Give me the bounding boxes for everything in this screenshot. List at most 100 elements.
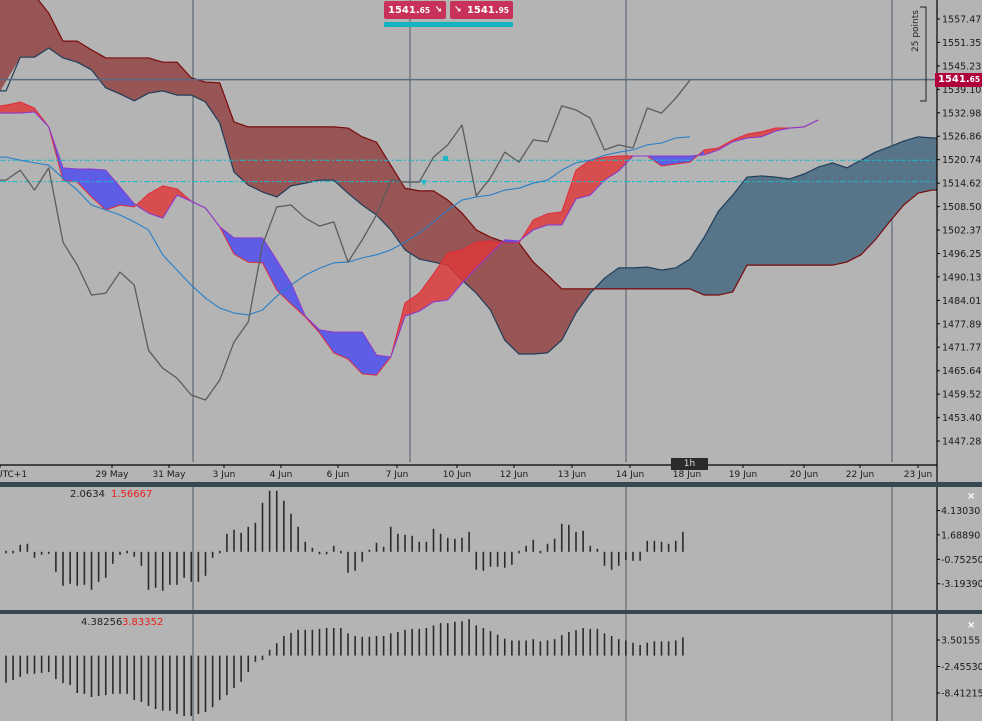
main-price-panel[interactable] xyxy=(0,0,947,462)
band-segment xyxy=(262,237,277,291)
kumo-cloud-segment xyxy=(305,126,320,184)
kumo-cloud-segment xyxy=(34,0,49,58)
kumo-cloud-segment xyxy=(917,136,933,194)
senkou-span-a-line xyxy=(0,47,937,355)
kumo-cloud-segment xyxy=(746,175,762,266)
kumo-cloud-segment xyxy=(504,241,520,355)
kumo-cloud-segment xyxy=(718,194,733,296)
kumo-cloud-segment xyxy=(618,267,634,290)
time-axis-label: 19 Jun xyxy=(729,470,757,480)
kumo-cloud-segment xyxy=(860,151,876,256)
kumo-cloud-segment xyxy=(319,126,334,181)
band-segment xyxy=(105,169,121,211)
sell-price-main: 1541. xyxy=(388,4,420,16)
panel-separator[interactable] xyxy=(0,610,982,614)
kumo-cloud-segment xyxy=(818,162,833,266)
current-price-sub: 65 xyxy=(969,75,981,84)
kumo-cloud-segment xyxy=(689,236,705,296)
price-axis-label: 1465.64 xyxy=(942,366,981,377)
indicator-axis-label: -2.45530 xyxy=(941,662,982,673)
kumo-cloud-segment xyxy=(362,136,377,216)
current-price-main: 1541. xyxy=(938,74,970,85)
kumo-cloud-segment xyxy=(48,13,64,59)
indicator-axis-label: 4.13030 xyxy=(941,506,980,517)
kumo-cloud-segment xyxy=(604,267,619,290)
price-axis-label: 1502.37 xyxy=(942,226,981,237)
band-segment xyxy=(148,185,163,219)
kumo-cloud-segment xyxy=(20,0,35,58)
price-axis-label: 1526.86 xyxy=(942,132,981,143)
band-segment xyxy=(447,249,463,301)
time-axis-label: 7 Jun xyxy=(386,470,409,480)
arrow-down-right-icon: ↘ xyxy=(454,5,462,15)
kumo-cloud-segment xyxy=(846,159,862,263)
indicator-axis-label: -0.75250 xyxy=(941,555,982,566)
kumo-cloud-segment xyxy=(832,162,847,266)
kumo-cloud-segment xyxy=(761,175,776,266)
kumo-cloud-segment xyxy=(732,176,748,293)
kumo-cloud-segment xyxy=(404,187,420,260)
buy-price-main: 1541. xyxy=(466,4,499,16)
level-marker-square[interactable] xyxy=(443,156,448,161)
close-icon[interactable]: × xyxy=(967,620,976,631)
time-axis-label: 29 May xyxy=(96,470,130,480)
band-segment xyxy=(590,156,605,196)
kumo-cloud-segment xyxy=(262,126,277,198)
kumo-cloud-segment xyxy=(775,176,790,266)
buy-price-sub: 95 xyxy=(498,5,509,15)
price-axis-label: 1490.13 xyxy=(942,272,981,283)
band-red-line xyxy=(0,101,819,376)
kumo-cloud-segment xyxy=(875,146,890,241)
range-ruler-label: 25 points xyxy=(911,10,921,52)
buy-button[interactable]: ↘ 1541.95 xyxy=(450,1,513,19)
price-axis-label: 1551.35 xyxy=(942,38,981,49)
indicator-axis-label: 1.68890 xyxy=(941,530,980,541)
price-axis-label: 1471.77 xyxy=(942,343,981,354)
band-purple-line xyxy=(0,111,819,358)
kumo-cloud-segment xyxy=(205,81,220,124)
indicator-panel-2[interactable]: 3.50155 -2.45530 -8.41215 xyxy=(5,614,982,721)
kumo-cloud-segment xyxy=(276,126,292,198)
kumo-cloud-segment xyxy=(932,137,937,191)
kumo-cloud-segment xyxy=(533,261,548,355)
price-axis-label: 1520.74 xyxy=(942,155,981,166)
sell-button[interactable]: 1541.65 ↘ xyxy=(384,1,446,19)
price-axis-label: 1477.89 xyxy=(942,319,981,330)
axes: 1557.47 1551.35 1545.23 1539.10 1532.98 1526.… xyxy=(0,0,982,614)
price-line xyxy=(0,79,691,401)
band-segment xyxy=(561,170,577,226)
close-icon[interactable]: × xyxy=(967,491,976,502)
moving-average-line xyxy=(0,136,691,316)
kumo-cloud-segment xyxy=(233,121,249,186)
panel-separator[interactable] xyxy=(0,482,982,487)
kumo-cloud-segment xyxy=(390,164,406,251)
kumo-cloud-segment xyxy=(661,267,676,290)
indicator-axis-label: -8.41215 xyxy=(941,689,982,700)
timeframe-tag[interactable]: 1h xyxy=(671,458,708,470)
kumo-cloud-segment xyxy=(148,57,163,94)
level-marker-triangle[interactable] xyxy=(421,180,427,186)
price-axis-label: 1447.28 xyxy=(942,437,981,448)
price-axis-label: 1532.98 xyxy=(942,108,981,119)
indicator1-value-main: 2.0634 xyxy=(70,489,105,500)
arrow-down-right-icon: ↘ xyxy=(434,5,442,15)
time-axis-label: 20 Jun xyxy=(790,470,818,480)
band-segment xyxy=(134,193,149,214)
time-axis-label: 14 Jun xyxy=(616,470,644,480)
price-axis-label: 1539.10 xyxy=(942,85,981,96)
time-axis-label: 23 Jun xyxy=(904,470,932,480)
band-segment xyxy=(333,331,349,360)
kumo-cloud-segment xyxy=(91,49,106,89)
indicator-panel-1[interactable]: 4.13030 1.68890 -0.75250 -3.19390 xyxy=(5,487,982,610)
indicator2-value-main: 4.38256 xyxy=(81,617,122,628)
kumo-cloud-segment xyxy=(162,61,178,96)
time-axis-label: 13 Jun xyxy=(558,470,586,480)
time-axis-label: 10 Jun xyxy=(443,470,471,480)
kumo-cloud-segment xyxy=(248,126,263,193)
kumo-cloud-segment xyxy=(419,190,434,263)
kumo-cloud-segment xyxy=(561,288,577,341)
kumo-cloud-segment xyxy=(433,190,448,266)
time-axis-label: 3 Jun xyxy=(213,470,236,480)
time-axis-label: 31 May xyxy=(153,470,187,480)
